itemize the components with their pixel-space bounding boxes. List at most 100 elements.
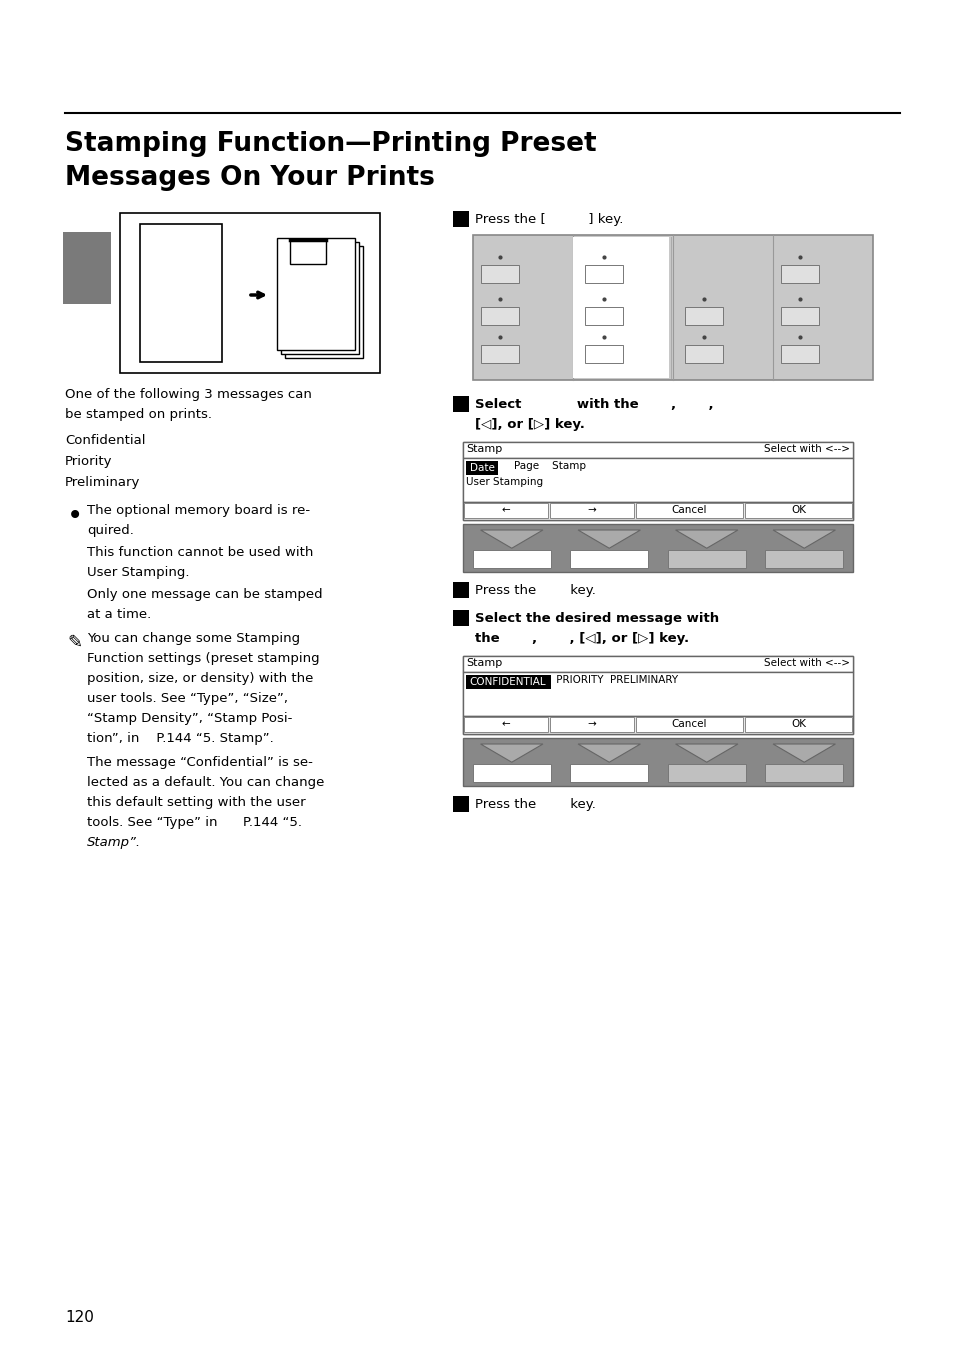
Bar [584,345,622,363]
Text: Select            with the       ,       ,: Select with the , , [475,399,713,411]
Bar [570,765,648,782]
Text: Preliminary: Preliminary [65,476,140,489]
Bar [480,265,518,282]
Bar [764,765,842,782]
Bar [462,503,852,520]
Bar [463,503,547,517]
Bar [465,461,497,476]
Bar [462,738,852,786]
Text: Press the        key.: Press the key. [475,584,596,597]
Bar [120,213,379,373]
Bar [584,345,622,363]
Bar [462,442,852,458]
Text: You can change some Stamping: You can change some Stamping [87,632,300,644]
Text: quired.: quired. [87,524,133,536]
Text: CONFIDENTIAL: CONFIDENTIAL [469,677,546,688]
Bar [549,717,633,732]
Text: Cancel: Cancel [671,719,706,730]
Polygon shape [480,744,542,762]
Text: Press the [          ] key.: Press the [ ] key. [475,213,622,226]
Text: ←: ← [501,505,510,515]
Text: Cancel: Cancel [671,505,706,515]
Bar [781,265,818,282]
Bar [290,240,326,263]
Bar [281,242,358,354]
Bar [453,611,469,626]
Bar [549,503,633,517]
Text: 2: 2 [456,397,464,411]
Bar [465,676,551,689]
Polygon shape [772,744,835,762]
Text: User Stamping.: User Stamping. [87,566,190,580]
Text: position, size, or density) with the: position, size, or density) with the [87,671,313,685]
Bar [684,307,722,326]
Bar [584,307,622,326]
Bar [462,657,852,671]
Bar [584,265,622,282]
Text: user tools. See “Type”, “Size”,: user tools. See “Type”, “Size”, [87,692,288,705]
Bar [744,503,851,517]
Text: tools. See “Type” in      P.144 “5.: tools. See “Type” in P.144 “5. [87,816,302,830]
Bar [63,232,111,304]
Text: The optional memory board is re-: The optional memory board is re- [87,504,310,517]
Bar [584,307,622,326]
Text: [◁], or [▷] key.: [◁], or [▷] key. [475,417,584,431]
Text: 4: 4 [456,612,465,624]
Bar [473,765,550,782]
Text: PRIORITY  PRELIMINARY: PRIORITY PRELIMINARY [553,676,678,685]
Bar [684,345,722,363]
Text: Stamp”.: Stamp”. [87,836,141,848]
Text: Select the desired message with: Select the desired message with [475,612,719,626]
Text: →: → [587,505,596,515]
Bar [781,307,818,326]
Polygon shape [578,530,639,549]
Bar [667,550,745,569]
Text: User Stamping: User Stamping [465,477,542,486]
Text: Stamp: Stamp [465,444,501,454]
Bar [473,550,550,569]
Text: this default setting with the user: this default setting with the user [87,796,305,809]
Text: Press the        key.: Press the key. [475,798,596,811]
Text: Page    Stamp: Page Stamp [500,461,585,471]
Text: OK: OK [790,505,805,515]
Bar [573,236,668,378]
Text: the       ,       , [◁], or [▷] key.: the , , [◁], or [▷] key. [475,632,688,644]
Text: Select with <-->: Select with <--> [763,444,849,454]
Bar [453,796,469,812]
Bar [462,524,852,571]
Bar [463,717,547,732]
Polygon shape [675,530,738,549]
Text: Confidential: Confidential [65,434,146,447]
Bar [764,550,842,569]
Text: tion”, in    P.144 “5. Stamp”.: tion”, in P.144 “5. Stamp”. [87,732,274,744]
Text: One of the following 3 messages can: One of the following 3 messages can [65,388,312,401]
Bar [635,717,742,732]
Polygon shape [480,530,542,549]
Bar [462,716,852,734]
Text: 120: 120 [65,1310,93,1325]
Text: Select with <-->: Select with <--> [763,658,849,667]
Text: OK: OK [790,719,805,730]
Bar [453,582,469,598]
Bar [473,235,872,380]
Bar [462,657,852,734]
Bar [570,550,648,569]
Text: Messages On Your Prints: Messages On Your Prints [65,165,435,190]
Text: Stamp: Stamp [465,658,501,667]
Bar [453,396,469,412]
Text: be stamped on prints.: be stamped on prints. [65,408,212,422]
Text: lected as a default. You can change: lected as a default. You can change [87,775,324,789]
Text: Only one message can be stamped: Only one message can be stamped [87,588,322,601]
Text: at a time.: at a time. [87,608,152,621]
Bar [140,224,222,362]
Bar [584,265,622,282]
Bar [462,458,852,503]
Polygon shape [675,744,738,762]
Bar [781,345,818,363]
Bar [667,765,745,782]
Text: •: • [67,503,83,530]
Bar [480,345,518,363]
Text: 3: 3 [456,584,464,597]
Text: Function settings (preset stamping: Function settings (preset stamping [87,653,319,665]
Text: The message “Confidential” is se-: The message “Confidential” is se- [87,757,313,769]
